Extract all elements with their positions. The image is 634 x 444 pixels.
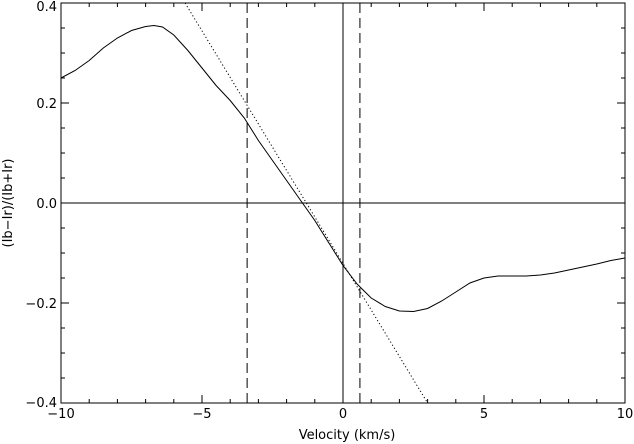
x-tick-label: 0	[339, 407, 347, 422]
dotted-fit-line	[184, 2, 429, 404]
x-tick-label: 5	[480, 407, 488, 422]
axes	[60, 2, 626, 404]
y-tick-label: −0.2	[25, 297, 57, 312]
series-group	[60, 2, 626, 404]
x-axis-label: Velocity (km/s)	[299, 428, 396, 443]
reference-lines	[61, 3, 625, 403]
y-axis-label: (Ib−Ir)/(Ib+Ir)	[1, 159, 16, 248]
y-tick-label: 0.2	[36, 97, 57, 112]
y-tick-label: −0.4	[25, 396, 57, 411]
x-tick-label: 10	[617, 407, 634, 422]
y-tick-label: 0.0	[36, 197, 57, 212]
x-tick-label: −10	[47, 407, 74, 422]
tick-labels: −10 −5 0 5 10 −0.4 −0.2 0.0 0.2 0.4	[25, 0, 633, 422]
y-tick-label: 0.4	[36, 0, 57, 15]
data-curve	[60, 24, 626, 313]
x-tick-label: −5	[192, 407, 211, 422]
